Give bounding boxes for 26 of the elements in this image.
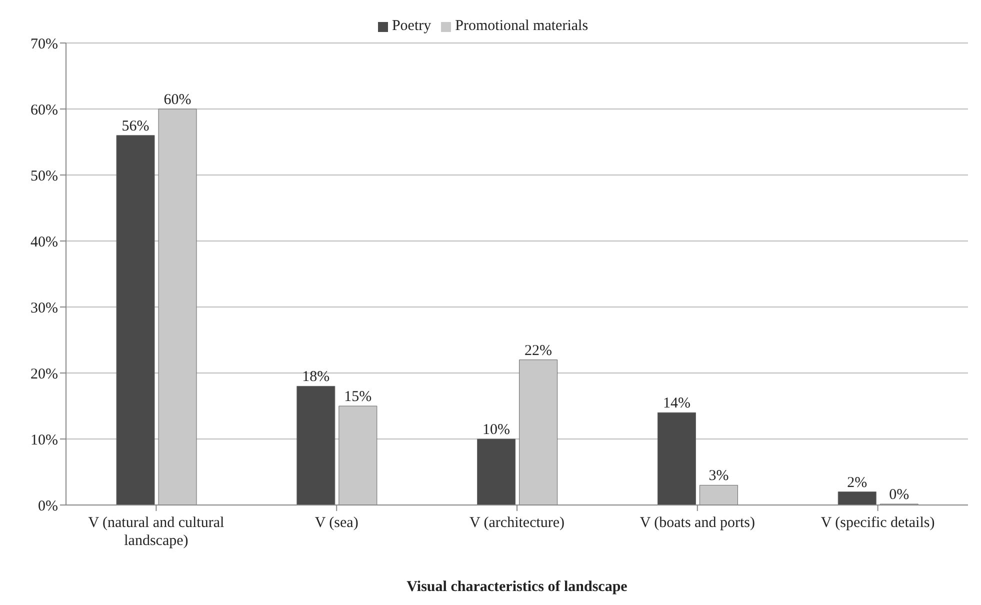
y-tick-label: 40%: [30, 234, 58, 250]
y-tick-label: 50%: [30, 168, 58, 184]
data-label: 2%: [847, 474, 868, 491]
data-label: 14%: [662, 396, 690, 412]
x-axis-title: Visual characteristics of landscape: [406, 579, 628, 595]
legend-label: Promotional materials: [455, 18, 588, 34]
x-tick-label: V (sea): [314, 515, 358, 531]
data-label: 18%: [302, 369, 330, 386]
data-label: 3%: [708, 468, 729, 484]
data-label: 60%: [164, 92, 192, 108]
y-tick-label: 20%: [30, 366, 58, 382]
y-tick-label: 10%: [30, 432, 58, 448]
data-label: 10%: [482, 422, 510, 438]
y-tick-label: 0%: [38, 498, 58, 514]
data-label: 56%: [122, 118, 150, 134]
y-tick-label: 30%: [30, 300, 58, 316]
y-tick-label: 70%: [30, 36, 58, 52]
data-label: 22%: [524, 342, 552, 359]
x-tick-label: V (specific details): [820, 515, 935, 531]
legend-label: Poetry: [392, 18, 432, 34]
data-label: 15%: [344, 389, 372, 405]
data-label: 0%: [889, 487, 910, 503]
x-tick-label: V (natural and cultural landscape): [88, 515, 224, 549]
x-tick-label: V (architecture): [469, 515, 565, 531]
x-tick-label: V (boats and ports): [640, 515, 755, 531]
y-tick-label: 60%: [30, 102, 58, 118]
